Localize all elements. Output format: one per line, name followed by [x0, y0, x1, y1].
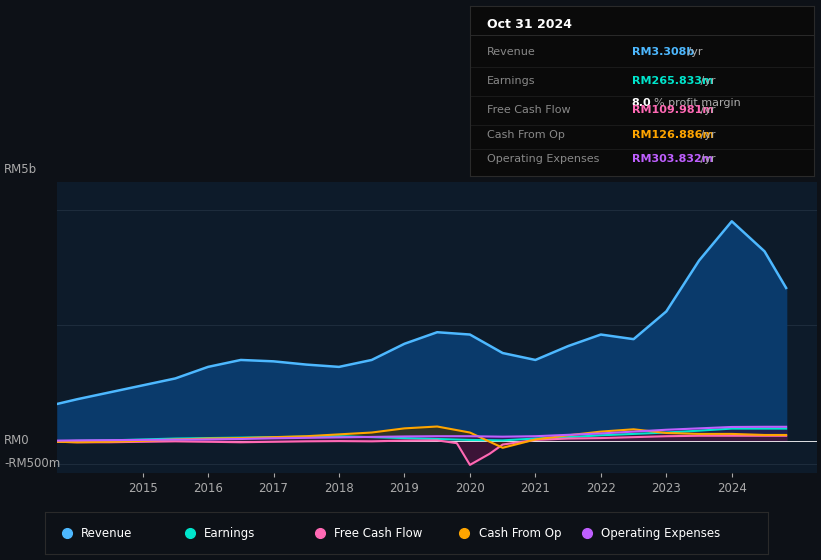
- Text: RM109.981m: RM109.981m: [631, 105, 713, 115]
- Text: RM3.308b: RM3.308b: [631, 46, 694, 57]
- Text: RM0: RM0: [4, 435, 30, 447]
- Text: % profit margin: % profit margin: [654, 98, 741, 108]
- Text: /yr: /yr: [697, 105, 716, 115]
- Text: /yr: /yr: [697, 155, 716, 164]
- Text: Earnings: Earnings: [204, 527, 255, 540]
- Text: Operating Expenses: Operating Expenses: [602, 527, 721, 540]
- Text: RM303.832m: RM303.832m: [631, 155, 713, 164]
- Text: -RM500m: -RM500m: [4, 458, 61, 470]
- Text: /yr: /yr: [697, 76, 716, 86]
- Text: Earnings: Earnings: [487, 76, 535, 86]
- Text: RM5b: RM5b: [4, 164, 37, 176]
- Text: Free Cash Flow: Free Cash Flow: [334, 527, 423, 540]
- Text: Free Cash Flow: Free Cash Flow: [487, 105, 571, 115]
- Text: RM126.886m: RM126.886m: [631, 130, 713, 141]
- Text: 8.0: 8.0: [631, 98, 651, 108]
- Text: Revenue: Revenue: [487, 46, 535, 57]
- Text: Cash From Op: Cash From Op: [479, 527, 561, 540]
- Text: Oct 31 2024: Oct 31 2024: [487, 17, 572, 31]
- Text: Revenue: Revenue: [81, 527, 133, 540]
- Text: Operating Expenses: Operating Expenses: [487, 155, 599, 164]
- Text: Cash From Op: Cash From Op: [487, 130, 565, 141]
- Text: /yr: /yr: [697, 130, 716, 141]
- Text: RM265.833m: RM265.833m: [631, 76, 713, 86]
- Text: /yr: /yr: [684, 46, 703, 57]
